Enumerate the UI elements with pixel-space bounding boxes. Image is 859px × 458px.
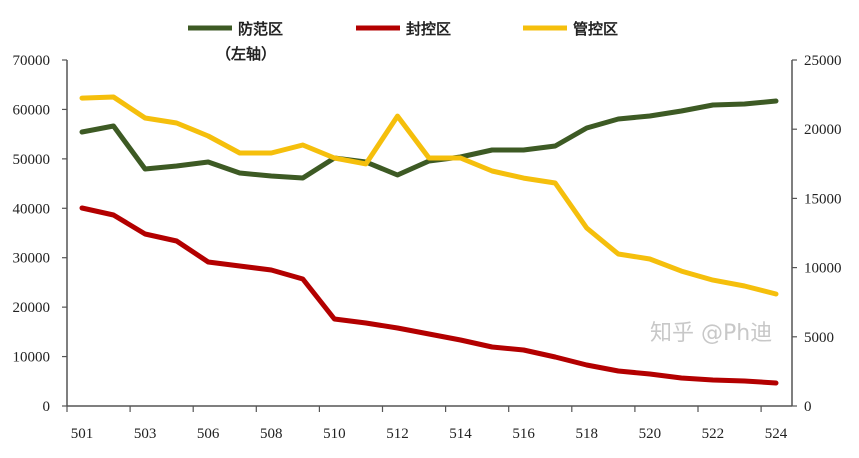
x-axis-tick-label: 518	[575, 426, 598, 442]
watermark: 知乎 @Ph迪	[650, 321, 772, 346]
left-axis-tick-label: 10000	[13, 350, 51, 366]
x-axis-tick-label: 524	[765, 426, 788, 442]
x-axis-tick-label: 503	[134, 426, 157, 442]
x-axis-tick-label: 508	[260, 426, 283, 442]
left-axis-tick-label: 20000	[13, 300, 51, 316]
right-axis-tick-label: 25000	[804, 53, 842, 69]
legend-label: 封控区	[406, 20, 451, 38]
left-axis-tick-label: 0	[43, 399, 51, 415]
right-axis-tick-label: 15000	[804, 191, 842, 207]
left-axis-tick-label: 70000	[13, 53, 51, 69]
right-axis-tick-label: 10000	[804, 261, 842, 277]
legend-label: 防范区	[238, 20, 283, 38]
x-axis-tick-label: 516	[512, 426, 535, 442]
x-axis-tick-label: 506	[197, 426, 220, 442]
legend-label: 管控区	[573, 20, 618, 38]
series-line-right-管控区	[79, 94, 779, 297]
left-axis-tick-label: 30000	[13, 251, 51, 267]
right-axis-tick-label: 0	[804, 399, 812, 415]
series-line-left-封控区	[79, 205, 779, 386]
x-axis-tick-label: 522	[702, 426, 725, 442]
right-axis-tick-label: 5000	[804, 330, 834, 346]
x-axis-tick-label: 510	[323, 426, 346, 442]
x-axis-tick-label: 520	[639, 426, 662, 442]
left-axis-tick-label: 60000	[13, 102, 51, 118]
right-axis-tick-label: 20000	[804, 122, 842, 138]
legend-note: （左轴）	[216, 45, 276, 63]
series-line-left-防范区	[79, 98, 779, 181]
x-axis-tick-label: 514	[449, 426, 472, 442]
left-axis-tick-label: 50000	[13, 152, 51, 168]
x-axis-tick-label: 512	[386, 426, 409, 442]
x-axis-tick-label: 501	[71, 426, 94, 442]
left-axis-tick-label: 40000	[13, 201, 51, 217]
